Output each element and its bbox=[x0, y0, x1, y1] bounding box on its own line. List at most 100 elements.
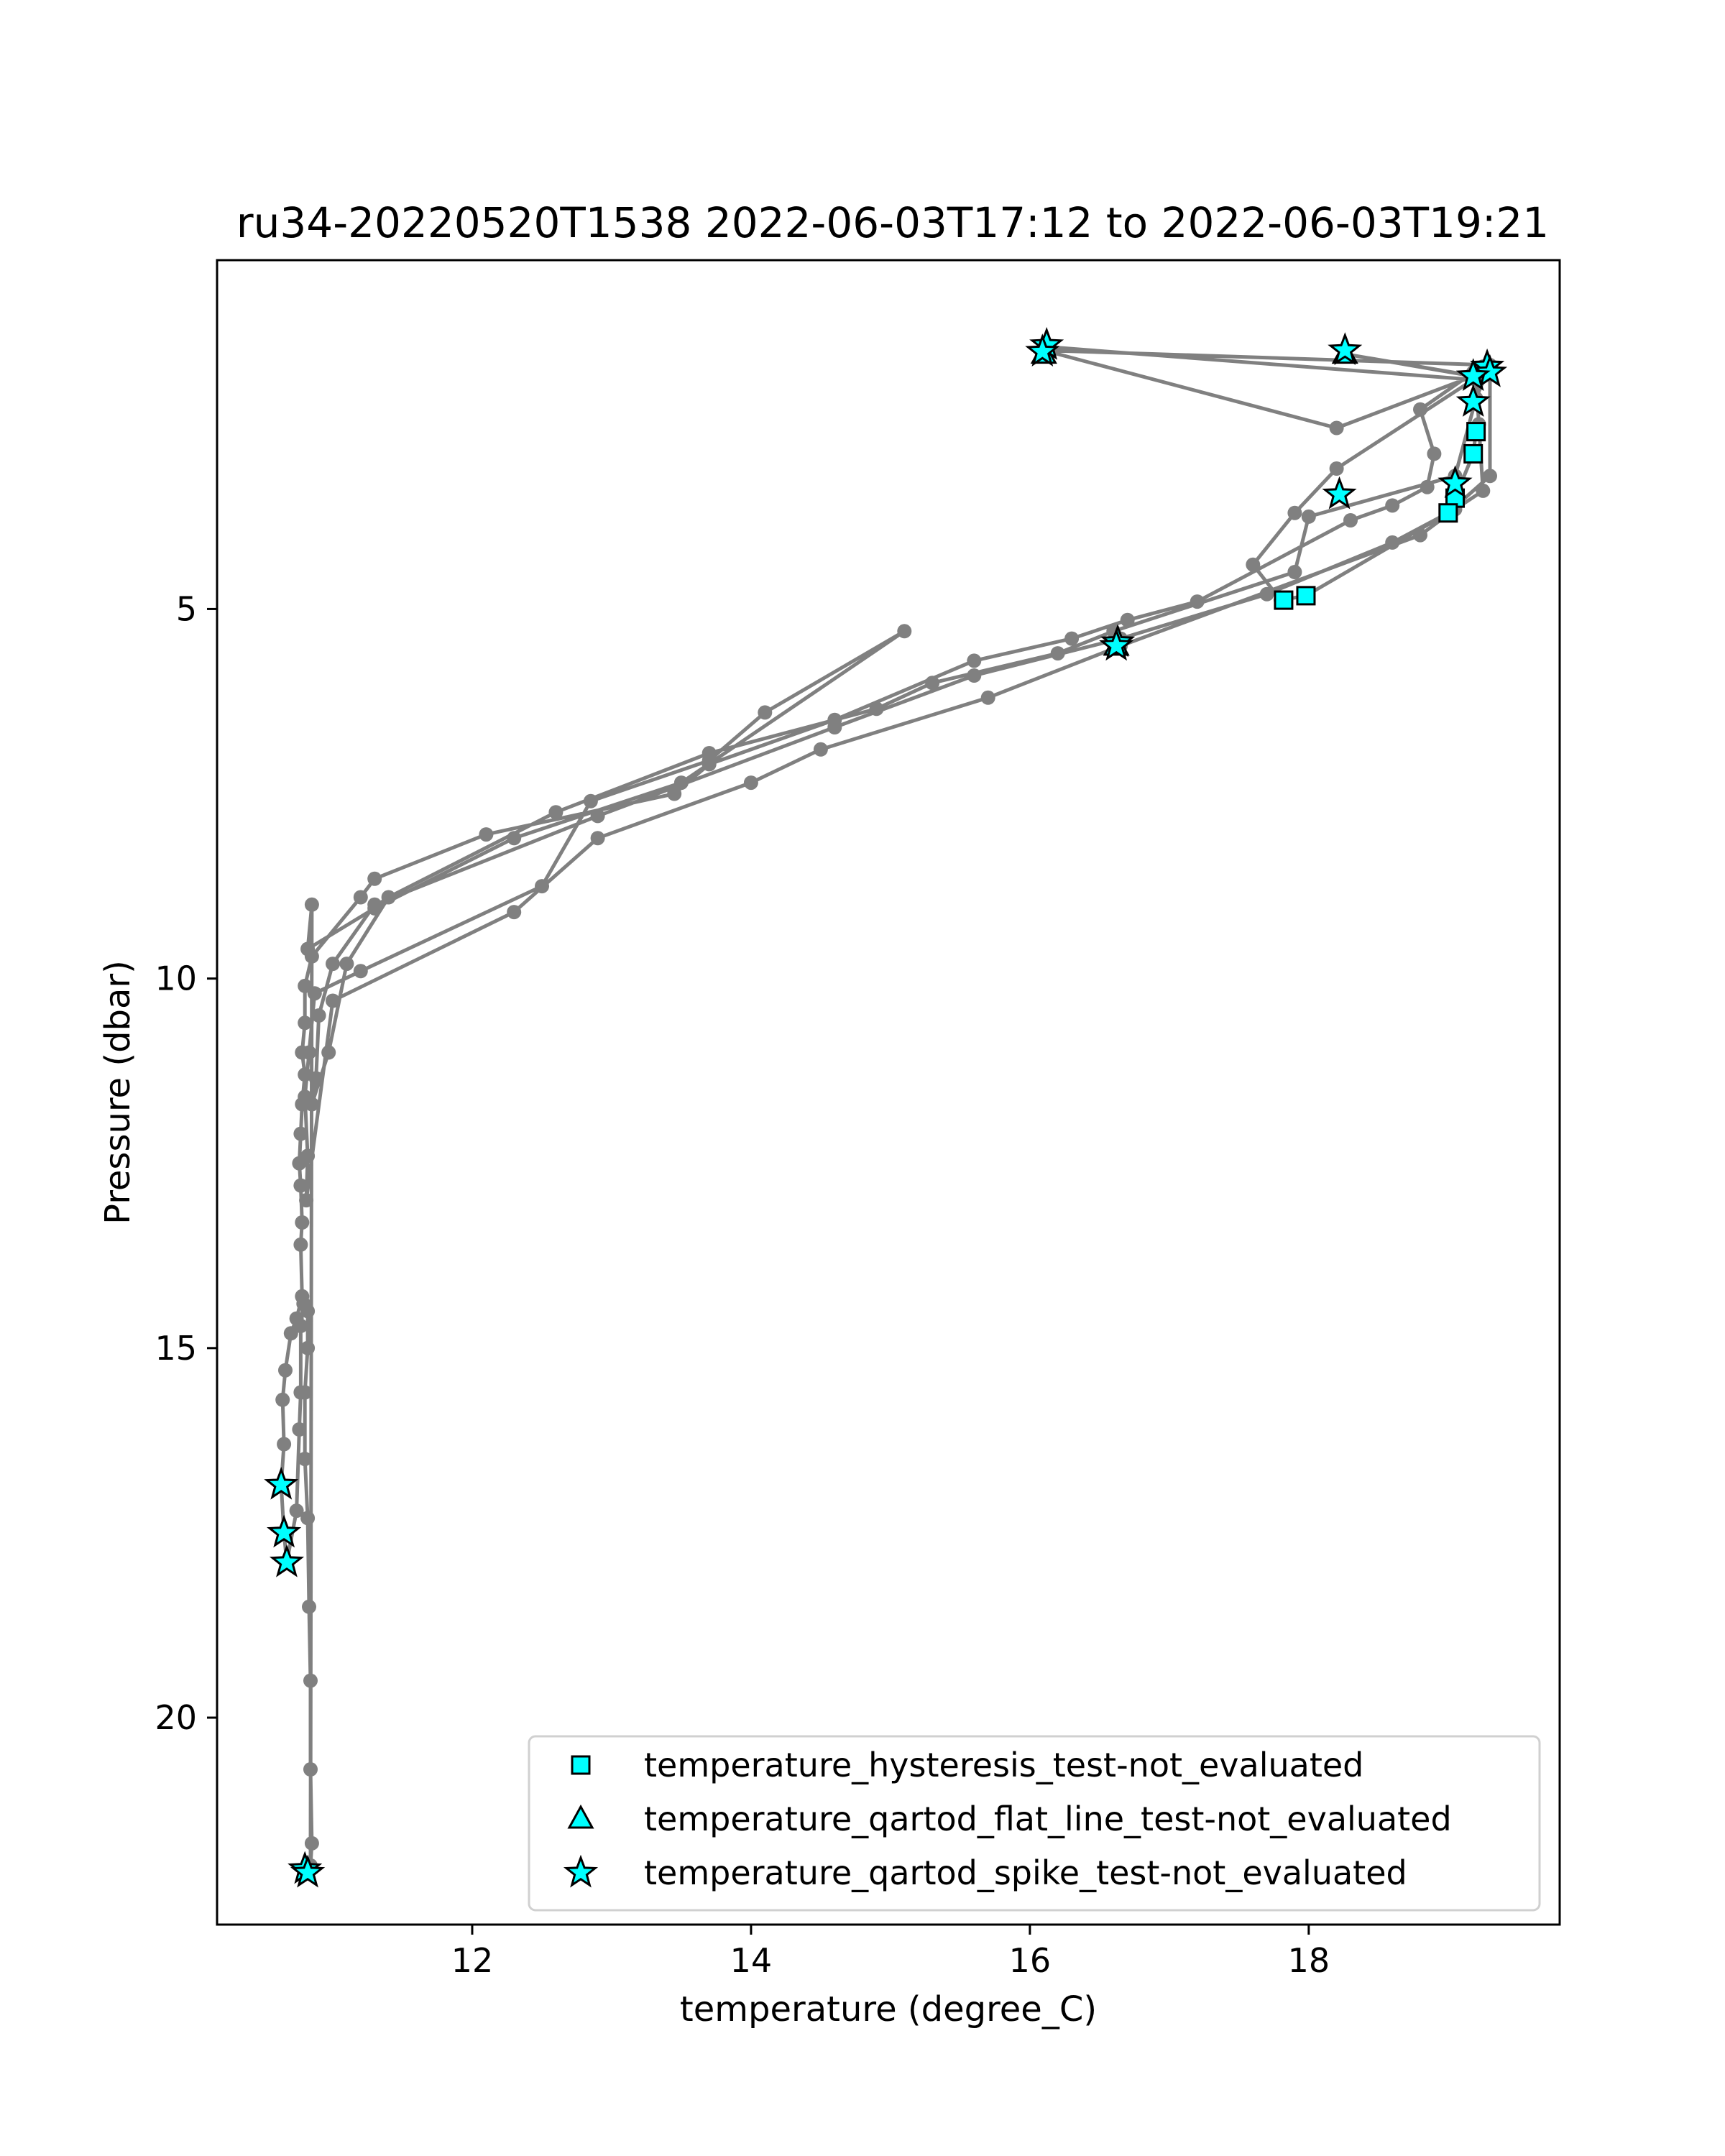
plot-area bbox=[217, 260, 1560, 1925]
profile-point bbox=[1259, 586, 1274, 602]
profile-point bbox=[1050, 646, 1065, 661]
profile-point bbox=[293, 1237, 308, 1252]
profile-point bbox=[353, 964, 368, 979]
profile-point bbox=[1329, 461, 1344, 476]
legend-label-spike: temperature_qartod_spike_test-not_evalua… bbox=[644, 1853, 1407, 1892]
profile-line bbox=[279, 344, 1492, 1868]
profile-point bbox=[702, 746, 717, 760]
profile-point bbox=[300, 1148, 316, 1164]
profile-point bbox=[311, 1008, 326, 1023]
star-marker bbox=[1455, 384, 1491, 417]
profile-point bbox=[1287, 565, 1302, 579]
profile-point bbox=[298, 1385, 313, 1400]
profile-point bbox=[548, 805, 564, 820]
profile-point bbox=[339, 957, 354, 972]
profile-point bbox=[1287, 505, 1302, 520]
profile-point bbox=[277, 1437, 292, 1452]
star-marker bbox=[264, 1466, 299, 1500]
star-marker bbox=[1328, 332, 1363, 365]
x-tick-label: 16 bbox=[1009, 1941, 1052, 1980]
profile-point bbox=[1483, 469, 1497, 484]
profile-point bbox=[827, 720, 842, 734]
profile-point bbox=[1420, 479, 1435, 494]
profile-point bbox=[278, 1363, 293, 1378]
star-marker bbox=[290, 1854, 326, 1888]
y-axis-label: Pressure (dbar) bbox=[98, 960, 138, 1225]
square-marker bbox=[1274, 590, 1294, 610]
profile-point bbox=[1385, 498, 1400, 513]
profile-point bbox=[925, 676, 940, 691]
star-marker bbox=[1455, 358, 1491, 391]
legend-label-flat-line: temperature_qartod_flat_line_test-not_ev… bbox=[644, 1800, 1452, 1838]
profile-point bbox=[293, 1319, 308, 1333]
profile-point bbox=[300, 1304, 316, 1319]
profile-point bbox=[1476, 483, 1491, 498]
profile-point bbox=[667, 786, 682, 801]
square-marker bbox=[1296, 586, 1316, 606]
profile-point bbox=[292, 1422, 307, 1437]
profile-point bbox=[303, 1762, 318, 1777]
x-tick-label: 14 bbox=[730, 1941, 773, 1980]
profile-point bbox=[479, 827, 494, 842]
star-marker bbox=[1099, 627, 1134, 661]
profile-point bbox=[353, 890, 368, 905]
profile-point bbox=[308, 1071, 323, 1086]
star-marker bbox=[1322, 476, 1357, 510]
legend: temperature_hysteresis_test-not_evaluate… bbox=[528, 1735, 1541, 1912]
square-marker bbox=[1463, 443, 1484, 464]
profile-point bbox=[507, 831, 522, 846]
profile-point bbox=[381, 890, 396, 905]
profile-point bbox=[1190, 594, 1205, 609]
profile-point bbox=[293, 1178, 308, 1193]
profile-point bbox=[326, 957, 340, 972]
marker-layer bbox=[264, 327, 1508, 1888]
profile-point bbox=[1385, 535, 1400, 550]
y-tick-label: 20 bbox=[155, 1698, 197, 1737]
profile-point bbox=[295, 1215, 310, 1230]
star-marker bbox=[267, 1514, 302, 1548]
y-tick-label: 5 bbox=[176, 589, 197, 628]
legend-star-marker bbox=[563, 1854, 599, 1888]
profile-point bbox=[289, 1503, 304, 1519]
profile-point bbox=[298, 1067, 313, 1082]
profile-point bbox=[590, 831, 605, 846]
profile-point bbox=[980, 690, 995, 705]
square-marker bbox=[1466, 422, 1486, 442]
profile-point bbox=[1329, 420, 1344, 436]
star-marker bbox=[269, 1544, 305, 1577]
profile-point bbox=[1427, 446, 1442, 461]
profile-point bbox=[743, 775, 758, 791]
profile-point bbox=[300, 941, 316, 957]
profile-point bbox=[1343, 513, 1358, 528]
profile-point bbox=[583, 793, 598, 808]
x-axis-label: temperature (degree_C) bbox=[680, 1989, 1097, 2030]
profile-point bbox=[967, 653, 982, 668]
profile-point bbox=[813, 742, 828, 757]
profile-point bbox=[303, 1673, 318, 1688]
profile-point bbox=[897, 624, 912, 639]
legend-square-marker bbox=[571, 1755, 591, 1775]
profile-point bbox=[283, 1326, 298, 1341]
x-tick-label: 12 bbox=[451, 1941, 494, 1980]
profile-point bbox=[298, 1015, 313, 1031]
profile-point bbox=[673, 775, 689, 791]
profile-point bbox=[507, 905, 522, 920]
profile-point bbox=[1301, 509, 1316, 524]
profile-point bbox=[1064, 631, 1080, 646]
square-marker bbox=[1438, 503, 1458, 523]
profile-point bbox=[869, 701, 884, 717]
legend-box bbox=[528, 1735, 1541, 1912]
profile-point bbox=[300, 1340, 316, 1355]
x-tick-label: 18 bbox=[1288, 1941, 1330, 1980]
profile-point bbox=[1413, 402, 1427, 417]
plot-frame bbox=[216, 259, 1561, 1926]
profile-point bbox=[275, 1392, 290, 1407]
profile-point bbox=[758, 705, 773, 720]
profile-point bbox=[367, 897, 382, 912]
legend-label-hysteresis: temperature_hysteresis_test-not_evaluate… bbox=[644, 1746, 1363, 1784]
profile-point bbox=[304, 1097, 319, 1112]
profile-point bbox=[298, 1452, 313, 1467]
profile-point bbox=[293, 1126, 308, 1141]
x-axis: 12 14 16 18 bbox=[451, 1925, 1330, 1980]
